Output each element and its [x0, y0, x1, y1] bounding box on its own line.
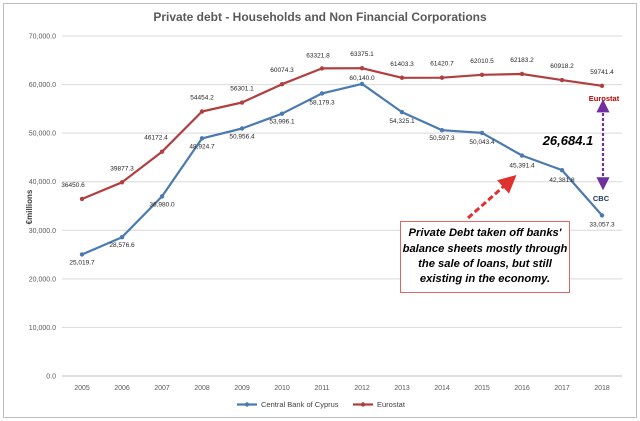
x-tick-label: 2008	[194, 385, 210, 392]
data-label: 33,057.3	[589, 221, 615, 228]
y-axis-label: €millions	[25, 189, 34, 224]
data-point	[359, 81, 365, 87]
y-tick-label: 20,000.0	[29, 276, 56, 283]
legend-marker	[360, 402, 366, 407]
x-tick-label: 2005	[74, 385, 90, 392]
y-tick-label: 70,000.0	[29, 34, 56, 41]
data-point	[439, 75, 445, 80]
data-point	[159, 149, 165, 154]
data-point	[479, 72, 485, 78]
data-label: 54454.2	[190, 95, 214, 102]
data-point	[559, 167, 565, 173]
x-tick-label: 2016	[514, 385, 530, 392]
eurostat-tag: Eurostat	[589, 94, 620, 103]
legend-label: Eurostat	[377, 400, 406, 409]
x-tick-label: 2012	[354, 385, 370, 392]
data-label: 54,325.1	[389, 118, 415, 125]
callout-arrow	[467, 175, 517, 220]
data-label: 62183.2	[510, 57, 534, 64]
data-label: 63321.8	[306, 52, 330, 59]
data-point	[79, 252, 85, 257]
data-label: 59741.4	[590, 69, 614, 76]
x-tick-label: 2013	[394, 385, 410, 392]
x-tick-label: 2006	[114, 385, 130, 392]
y-tick-label: 40,000.0	[29, 179, 56, 186]
y-tick-label: 30,000.0	[29, 228, 56, 235]
chart-title: Private debt - Households and Non Financ…	[153, 10, 487, 24]
data-point	[359, 65, 365, 71]
data-label: 36,980.0	[149, 201, 175, 208]
data-label: 53,996.1	[269, 119, 295, 126]
legend-label: Central Bank of Cyprus	[261, 400, 339, 409]
data-point	[279, 82, 285, 87]
y-tick-label: 0.0	[46, 374, 56, 381]
data-point	[79, 196, 85, 202]
data-point	[559, 77, 565, 83]
data-point	[159, 194, 165, 199]
series-line	[81, 67, 603, 201]
data-label: 56301.1	[230, 86, 254, 93]
data-label: 60918.2	[550, 63, 574, 70]
data-label: 28,576.6	[109, 242, 135, 249]
data-point	[199, 109, 205, 114]
data-label: 62010.5	[470, 58, 494, 65]
data-point	[439, 128, 445, 133]
data-point	[519, 153, 525, 158]
x-tick-label: 2015	[474, 385, 490, 392]
data-point	[239, 126, 245, 131]
data-label: 50,043.4	[469, 139, 495, 146]
x-tick-label: 2010	[274, 385, 290, 392]
data-label: 50,597.3	[429, 135, 455, 142]
x-tick-label: 2011	[314, 385, 329, 392]
data-point	[239, 100, 245, 105]
y-tick-label: 50,000.0	[29, 131, 56, 138]
gap-value: 26,684.1	[542, 133, 594, 148]
data-point	[319, 91, 325, 96]
x-tick-label: 2009	[234, 385, 250, 392]
data-point	[599, 213, 605, 218]
data-label: 39877.3	[110, 165, 134, 172]
chart-frame	[3, 3, 637, 418]
data-label: 63375.1	[350, 51, 374, 58]
data-label: 42,381.8	[549, 177, 575, 184]
y-tick-label: 60,000.0	[29, 82, 56, 89]
callout-text: Private Debt taken off banks' balance sh…	[402, 227, 568, 286]
data-point	[479, 130, 485, 136]
x-tick-label: 2014	[434, 385, 450, 392]
callout-box: Private Debt taken off banks' balance sh…	[400, 221, 570, 293]
data-label: 61420.7	[430, 61, 454, 68]
data-point	[319, 66, 325, 71]
data-label: 60,140.0	[349, 75, 375, 82]
data-point	[279, 111, 285, 116]
data-label: 45,391.4	[509, 163, 535, 170]
x-tick-label: 2018	[594, 385, 610, 392]
x-tick-label: 2007	[154, 385, 170, 392]
data-point	[119, 234, 125, 240]
data-point	[199, 136, 205, 141]
data-label: 50,956.4	[229, 133, 255, 140]
x-tick-label: 2017	[554, 385, 570, 392]
data-point	[399, 75, 405, 80]
data-point	[399, 109, 405, 115]
cbc-tag: CBC	[593, 194, 610, 203]
data-point	[599, 83, 605, 89]
data-label: 58,179.3	[309, 99, 335, 106]
data-label: 25,019.7	[69, 259, 95, 266]
data-label: 60074.3	[270, 67, 294, 74]
data-label: 36450.6	[61, 182, 85, 189]
data-label: 61403.3	[390, 61, 414, 68]
y-tick-label: 10,000.0	[29, 325, 56, 332]
legend-marker	[244, 402, 250, 407]
data-label: 46172.4	[144, 135, 168, 142]
series-line	[81, 82, 603, 256]
data-label: 48,924.7	[189, 143, 215, 150]
data-point	[119, 180, 125, 185]
data-point	[519, 71, 525, 77]
